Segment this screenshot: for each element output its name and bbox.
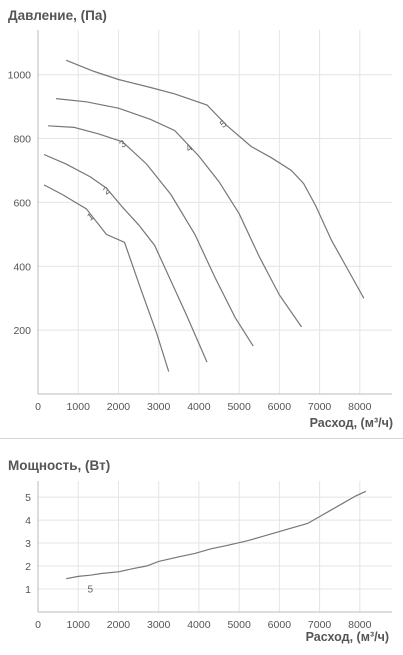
power-x-tick-label: 4000 [187, 619, 211, 631]
pressure-y-tick-label: 400 [13, 261, 31, 273]
power-x-tick-label: 2000 [107, 619, 131, 631]
power-x-tick-label: 5000 [227, 619, 251, 631]
power-chart-title: Мощность, (Вт) [8, 458, 111, 473]
pressure-series-label-5: 5 [218, 118, 229, 130]
power-series-line-5 [66, 490, 367, 580]
pressure-x-tick-label: 4000 [187, 401, 211, 413]
pressure-y-tick-label: 800 [13, 134, 31, 146]
power-x-tick-label: 1000 [67, 619, 91, 631]
power-chart: Мощность, (Вт) 0 1000 2000 3000 4000 5000 6000… [0, 448, 403, 655]
pressure-series-line-1 [43, 184, 170, 372]
power-plot: 0 1000 2000 3000 4000 5000 6000 7000 8000 1 2 3 4 5 5 [25, 481, 392, 631]
pressure-series-label-3: 3 [118, 138, 129, 150]
power-x-tick-label: 6000 [268, 619, 292, 631]
pressure-x-tick-label: 7000 [308, 401, 332, 413]
power-x-tick-label: 8000 [348, 619, 372, 631]
pressure-x-tick-label: 3000 [147, 401, 171, 413]
pressure-series-label-2: 2 [102, 185, 113, 197]
pressure-series-line-2 [43, 153, 208, 363]
pressure-x-tick-label: 5000 [227, 401, 251, 413]
power-x-tick-label: 3000 [147, 619, 171, 631]
pressure-x-tick-label: 0 [35, 401, 41, 413]
pressure-x-tick-label: 1000 [67, 401, 91, 413]
pressure-y-tick-label: 600 [13, 197, 31, 209]
pressure-x-axis-label: Расход, (м³/ч) [309, 416, 393, 430]
power-y-tick-label: 5 [25, 492, 31, 504]
power-y-tick-label: 2 [25, 561, 31, 573]
pressure-x-tick-label: 6000 [268, 401, 292, 413]
power-series-label-5: 5 [88, 584, 94, 595]
power-x-tick-label: 7000 [308, 619, 332, 631]
power-x-axis-label: Расход, (м³/ч) [305, 630, 389, 644]
chart-divider [0, 438, 403, 439]
pressure-chart-title: Давление, (Па) [8, 8, 107, 23]
pressure-chart: Давление, (Па) 0 1000 2000 3000 4000 5000 6000… [8, 8, 393, 430]
power-y-tick-label: 3 [25, 538, 31, 550]
pressure-series-label-4: 4 [184, 142, 195, 154]
pressure-plot: 0 1000 2000 3000 4000 5000 6000 7000 8000 200 400 6… [8, 30, 392, 413]
power-x-tick-label: 0 [35, 619, 41, 631]
power-y-tick-label: 4 [25, 515, 31, 527]
pressure-x-tick-label: 2000 [107, 401, 131, 413]
pressure-series-line-3 [48, 125, 254, 347]
pressure-x-tick-label: 8000 [348, 401, 372, 413]
pressure-series-line-5 [65, 59, 365, 299]
pressure-y-tick-label: 200 [13, 325, 31, 337]
pressure-series-label-1: 1 [85, 211, 96, 223]
pressure-y-tick-label: 1000 [8, 70, 32, 82]
power-y-tick-label: 1 [25, 584, 31, 596]
pressure-series-line-4 [56, 98, 302, 328]
